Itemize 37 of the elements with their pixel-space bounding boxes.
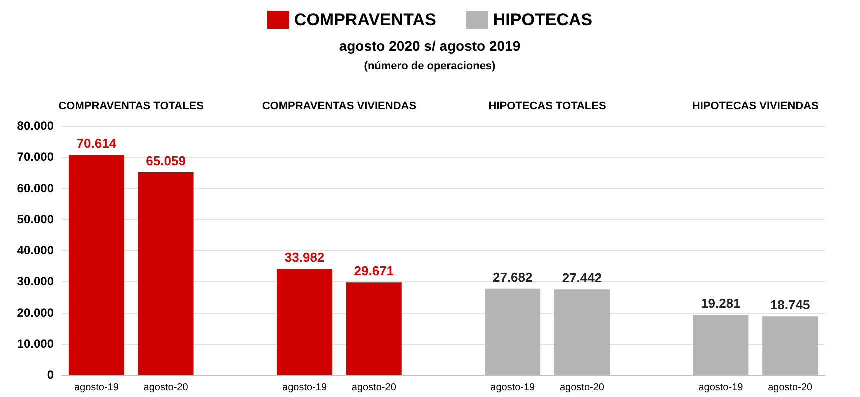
data-label: 18.745: [770, 298, 810, 313]
y-tick-label: 60.000: [17, 181, 54, 196]
bar: [277, 269, 333, 375]
y-tick-label: 40.000: [17, 244, 54, 258]
data-label: 27.442: [562, 270, 602, 286]
bar: [346, 282, 402, 375]
x-tick-label: agosto-20: [768, 382, 813, 394]
x-tick-label: agosto-20: [144, 382, 189, 394]
x-tick-label: agosto-19: [490, 382, 536, 394]
data-label: 70.614: [76, 136, 118, 152]
data-label: 27.682: [492, 270, 533, 285]
text: COMPRAVENTAS TOTALES: [58, 100, 204, 112]
y-tick-label: 80.000: [17, 119, 54, 133]
y-tick-label: 0: [47, 368, 54, 382]
chart-subtitle: (número de operaciones): [364, 60, 496, 72]
data-label: 19.281: [701, 296, 741, 311]
y-tick-label: 70.000: [17, 150, 54, 164]
y-tick-label: 20.000: [17, 306, 54, 320]
y-tick-label: 10.000: [17, 336, 54, 351]
legend-label: HIPOTECAS: [493, 10, 593, 30]
x-tick-label: agosto-19: [74, 382, 120, 394]
text: HIPOTECAS VIVIENDAS: [692, 100, 819, 112]
data-label: 29.671: [354, 264, 394, 279]
y-tick-label: 30.000: [17, 274, 54, 289]
chart-title: agosto 2020 s/ agosto 2019: [339, 38, 521, 54]
bar: [68, 155, 124, 375]
y-tick-label: 50.000: [17, 212, 54, 226]
x-tick-label: agosto-19: [282, 382, 328, 394]
bar: [138, 172, 194, 375]
legend-label: COMPRAVENTAS: [294, 10, 436, 30]
x-tick-label: agosto-20: [352, 382, 397, 394]
x-tick-label: agosto-20: [560, 382, 605, 394]
data-label: 65.059: [146, 154, 186, 169]
text: COMPRAVENTAS VIVIENDAS: [262, 100, 417, 112]
data-label: 33.982: [284, 250, 325, 266]
text: HIPOTECAS TOTALES: [488, 100, 606, 112]
x-tick-label: agosto-19: [698, 382, 744, 394]
